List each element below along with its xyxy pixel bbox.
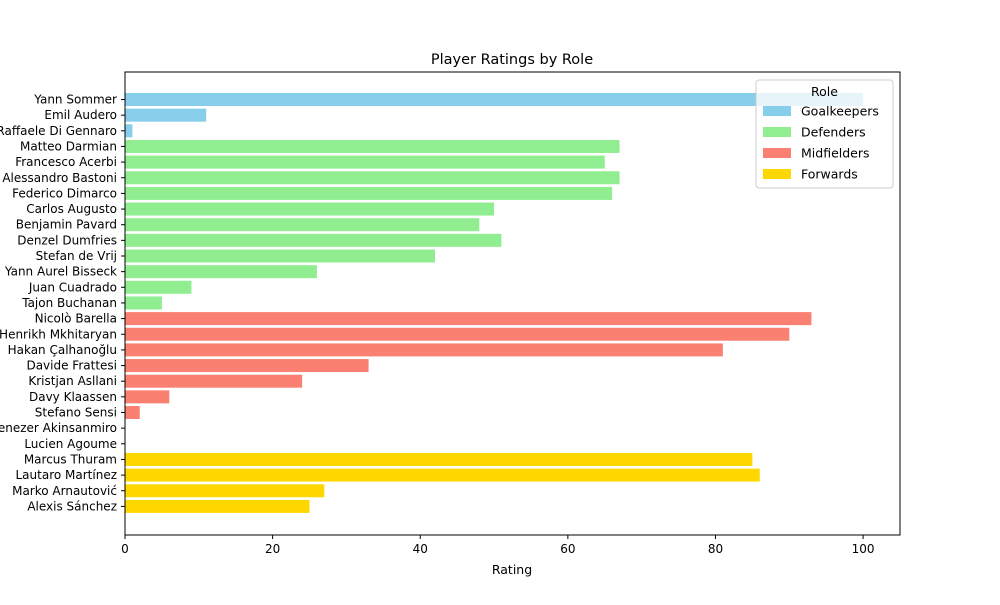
bar bbox=[125, 93, 864, 106]
y-tick-label: Francesco Acerbi bbox=[15, 155, 117, 169]
bar bbox=[125, 265, 317, 279]
bar bbox=[125, 468, 760, 482]
legend-label: Forwards bbox=[801, 167, 858, 182]
x-tick-label: 20 bbox=[265, 542, 280, 556]
y-tick-label: Alexis Sánchez bbox=[27, 499, 117, 513]
bar bbox=[125, 484, 325, 498]
y-tick-label: Juan Cuadrado bbox=[28, 280, 117, 294]
y-tick-label: Matteo Darmian bbox=[20, 139, 117, 153]
bar bbox=[125, 280, 192, 294]
y-tick-label: Lautaro Martínez bbox=[16, 468, 118, 482]
bar bbox=[125, 327, 790, 341]
bar bbox=[125, 249, 435, 263]
x-axis: 0 20 40 60 80 100 bbox=[121, 535, 875, 556]
bar bbox=[125, 374, 303, 388]
x-tick-label: 100 bbox=[852, 542, 875, 556]
bar bbox=[125, 171, 620, 185]
legend-swatch bbox=[763, 127, 791, 137]
x-axis-label: Rating bbox=[492, 562, 532, 577]
y-tick-label: Tajon Buchanan bbox=[21, 296, 117, 310]
x-tick-label: 60 bbox=[560, 542, 575, 556]
bar bbox=[125, 202, 495, 216]
bar bbox=[125, 406, 140, 419]
x-tick-label: 40 bbox=[413, 542, 428, 556]
y-tick-label: Alessandro Bastoni bbox=[2, 171, 117, 185]
bar bbox=[125, 452, 753, 466]
bar bbox=[125, 186, 613, 200]
bar bbox=[125, 296, 162, 310]
plot-frame bbox=[124, 71, 901, 536]
bar bbox=[125, 139, 620, 153]
legend-swatch bbox=[763, 169, 791, 179]
bar bbox=[125, 312, 812, 326]
bar bbox=[125, 218, 480, 232]
x-tick-label: 80 bbox=[708, 542, 723, 556]
y-tick-label: Hakan Çalhanoğlu bbox=[8, 343, 117, 357]
y-tick-label: Lucien Agoume bbox=[24, 437, 117, 451]
y-tick-label: Stefano Sensi bbox=[35, 406, 117, 420]
bar bbox=[125, 233, 502, 247]
bar bbox=[125, 124, 133, 138]
legend[interactable]: Role Goalkeepers Defenders Midfielders Forw… bbox=[755, 79, 894, 189]
legend-entries: Goalkeepers Defenders Midfielders Forwards bbox=[763, 104, 879, 182]
legend-title: Role bbox=[811, 84, 838, 99]
legend-swatch bbox=[763, 106, 791, 116]
legend-label: Defenders bbox=[801, 125, 866, 140]
y-tick-label: Kristjan Asllani bbox=[28, 374, 117, 388]
y-tick-label: Denzel Dumfries bbox=[17, 233, 117, 247]
bar bbox=[125, 390, 170, 404]
bar bbox=[125, 343, 723, 357]
legend-label: Goalkeepers bbox=[801, 104, 879, 119]
y-tick-label: Yann Aurel Bisseck bbox=[4, 265, 117, 279]
legend-label: Midfielders bbox=[801, 146, 870, 161]
bar bbox=[125, 155, 605, 169]
bar bbox=[125, 499, 310, 513]
y-tick-label: Emil Audero bbox=[44, 108, 117, 122]
bar bbox=[125, 359, 369, 373]
y-tick-label: Carlos Augusto bbox=[26, 202, 117, 216]
y-tick-label: Henrikh Mkhitaryan bbox=[0, 327, 117, 341]
y-tick-label: Marcus Thuram bbox=[24, 452, 117, 466]
x-tick-label: 0 bbox=[121, 542, 129, 556]
y-tick-label: Federico Dimarco bbox=[12, 186, 117, 200]
y-tick-label: Davide Frattesi bbox=[26, 359, 117, 373]
y-tick-label: Stefan de Vrij bbox=[36, 249, 117, 263]
bar bbox=[125, 108, 207, 122]
y-tick-label: Davy Klaassen bbox=[29, 390, 117, 404]
bars-layer bbox=[125, 93, 864, 513]
y-tick-label: Yann Sommer bbox=[33, 93, 117, 107]
y-tick-label: Raffaele Di Gennaro bbox=[0, 124, 117, 138]
chart-title: Player Ratings by Role bbox=[431, 52, 593, 68]
y-tick-label: Marko Arnautović bbox=[12, 484, 117, 498]
legend-swatch bbox=[763, 148, 791, 158]
y-tick-label: Benjamin Pavard bbox=[16, 218, 117, 232]
y-tick-label: Ebenezer Akinsanmiro bbox=[0, 421, 117, 435]
y-tick-label: Nicolò Barella bbox=[35, 312, 117, 326]
